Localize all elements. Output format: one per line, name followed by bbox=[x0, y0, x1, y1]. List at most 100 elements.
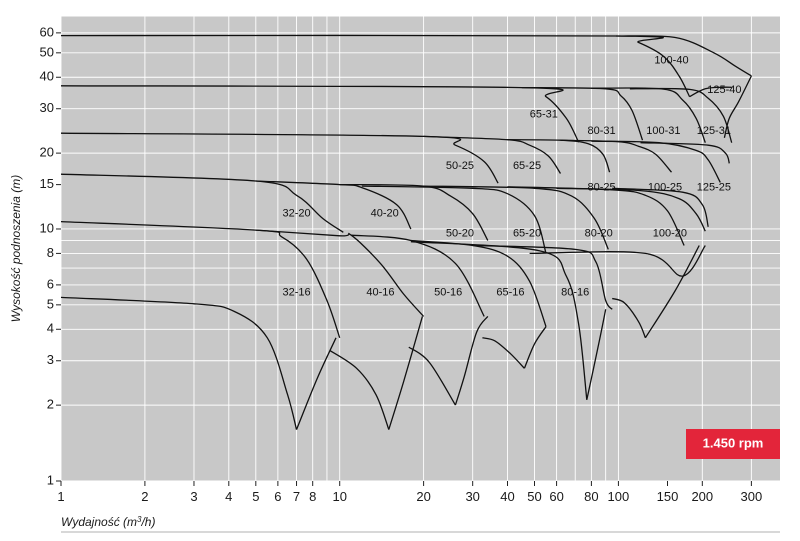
family-label-125-25: 125-25 bbox=[697, 181, 731, 193]
performance-curve bbox=[556, 187, 706, 232]
performance-curve bbox=[723, 75, 752, 138]
performance-curve bbox=[388, 316, 424, 430]
performance-curve bbox=[410, 241, 588, 400]
performance-curve bbox=[482, 337, 525, 369]
performance-curve bbox=[295, 337, 337, 430]
x-tick-label: 2 bbox=[141, 489, 148, 504]
speed-badge-text: 1.450 rpm bbox=[703, 435, 764, 450]
performance-curve bbox=[60, 85, 580, 143]
speed-badge-background bbox=[686, 429, 780, 459]
performance-curve bbox=[640, 142, 730, 164]
x-tick-label: 3 bbox=[190, 489, 197, 504]
family-label-40-20: 40-20 bbox=[371, 208, 399, 220]
family-labels: 32-16 40-16 50-16 65-16 80-16 32-20 40-20 50-20… bbox=[282, 55, 741, 299]
family-label-50-20: 50-20 bbox=[446, 227, 474, 239]
x-tick-label: 6 bbox=[274, 489, 281, 504]
y-tick-label: 20 bbox=[40, 145, 54, 160]
performance-curve bbox=[472, 244, 613, 310]
performance-curve bbox=[351, 234, 485, 317]
family-label-80-16: 80-16 bbox=[561, 286, 589, 298]
family-label-65-16: 65-16 bbox=[496, 286, 524, 298]
performance-curve bbox=[644, 245, 700, 339]
family-label-100-25: 100-25 bbox=[648, 181, 682, 193]
x-tick-label: 50 bbox=[527, 489, 541, 504]
performance-curve bbox=[60, 132, 499, 184]
y-tick-label: 8 bbox=[47, 245, 54, 260]
performance-curve bbox=[523, 326, 547, 369]
family-label-32-16: 32-16 bbox=[282, 286, 310, 298]
performance-curves bbox=[60, 34, 752, 430]
performance-curve bbox=[591, 140, 721, 183]
performance-curve bbox=[361, 185, 547, 254]
x-tick-label: 20 bbox=[416, 489, 430, 504]
y-tick-label: 4 bbox=[47, 321, 54, 336]
performance-curve bbox=[60, 220, 341, 339]
performance-curve bbox=[423, 185, 609, 250]
performance-curve bbox=[329, 349, 390, 430]
y-tick-label: 1 bbox=[47, 472, 54, 487]
family-label-100-31: 100-31 bbox=[646, 125, 680, 137]
performance-curve bbox=[591, 87, 706, 143]
y-tick-label: 15 bbox=[40, 176, 54, 191]
x-axis-ticks: 1 2 3 4 5 6 7 8 10 20 30 40 50 60 80 100 150 200 300 bbox=[57, 481, 762, 504]
family-label-80-31: 80-31 bbox=[587, 125, 615, 137]
performance-curve bbox=[689, 86, 732, 98]
family-label-50-25: 50-25 bbox=[446, 160, 474, 172]
family-label-100-20: 100-20 bbox=[653, 227, 687, 239]
y-axis-title: Wysokość podnoszenia (m) bbox=[9, 175, 23, 322]
x-tick-label: 7 bbox=[293, 489, 300, 504]
y-tick-label: 60 bbox=[40, 24, 54, 39]
x-axis-title: Wydajność (m3/h) bbox=[61, 515, 155, 530]
x-tick-label: 150 bbox=[657, 489, 679, 504]
family-label-80-25: 80-25 bbox=[587, 181, 615, 193]
performance-curve bbox=[521, 86, 644, 141]
y-tick-label: 10 bbox=[40, 220, 54, 235]
performance-curve bbox=[255, 229, 425, 317]
grid-lines bbox=[60, 15, 780, 482]
performance-curve bbox=[60, 34, 691, 97]
x-axis-title-text: Wydajność (m3/h) bbox=[61, 515, 155, 530]
y-tick-label: 2 bbox=[47, 397, 54, 412]
family-label-80-20: 80-20 bbox=[585, 227, 613, 239]
performance-curve bbox=[454, 315, 489, 406]
family-label-50-16: 50-16 bbox=[434, 286, 462, 298]
x-tick-label: 40 bbox=[500, 489, 514, 504]
family-label-32-20: 32-20 bbox=[282, 208, 310, 220]
family-label-125-31: 125-31 bbox=[697, 125, 731, 137]
performance-curve bbox=[586, 309, 607, 400]
performance-curve bbox=[60, 296, 298, 430]
family-label-125-40: 125-40 bbox=[707, 84, 741, 96]
y-tick-label: 30 bbox=[40, 100, 54, 115]
y-tick-label: 50 bbox=[40, 44, 54, 59]
performance-curve bbox=[339, 183, 489, 241]
y-tick-label: 5 bbox=[47, 296, 54, 311]
x-tick-label: 100 bbox=[608, 489, 630, 504]
plot-area bbox=[61, 16, 780, 481]
performance-curve bbox=[629, 87, 733, 143]
family-label-65-31: 65-31 bbox=[530, 108, 558, 120]
family-label-100-40: 100-40 bbox=[654, 55, 688, 67]
y-tick-label: 40 bbox=[40, 69, 54, 84]
family-label-65-25: 65-25 bbox=[513, 160, 541, 172]
x-tick-label: 8 bbox=[309, 489, 316, 504]
x-tick-label: 200 bbox=[691, 489, 713, 504]
speed-badge: 1.450 rpm bbox=[686, 429, 780, 459]
family-label-40-16: 40-16 bbox=[366, 286, 394, 298]
performance-curve bbox=[615, 35, 752, 77]
performance-curve bbox=[612, 187, 709, 227]
x-tick-label: 5 bbox=[252, 489, 259, 504]
x-tick-label: 10 bbox=[332, 489, 346, 504]
performance-curve bbox=[60, 173, 344, 233]
x-tick-label: 80 bbox=[584, 489, 598, 504]
performance-curve bbox=[255, 180, 412, 230]
performance-curve bbox=[529, 245, 706, 277]
performance-curve bbox=[408, 346, 456, 406]
y-tick-label: 6 bbox=[47, 276, 54, 291]
y-tick-label: 3 bbox=[47, 352, 54, 367]
x-tick-label: 30 bbox=[465, 489, 479, 504]
x-tick-label: 4 bbox=[225, 489, 232, 504]
y-axis-ticks: 1 2 3 4 5 6 8 10 15 20 30 40 50 60 bbox=[40, 24, 61, 487]
x-tick-label: 1 bbox=[57, 489, 64, 504]
performance-curve bbox=[611, 297, 647, 339]
